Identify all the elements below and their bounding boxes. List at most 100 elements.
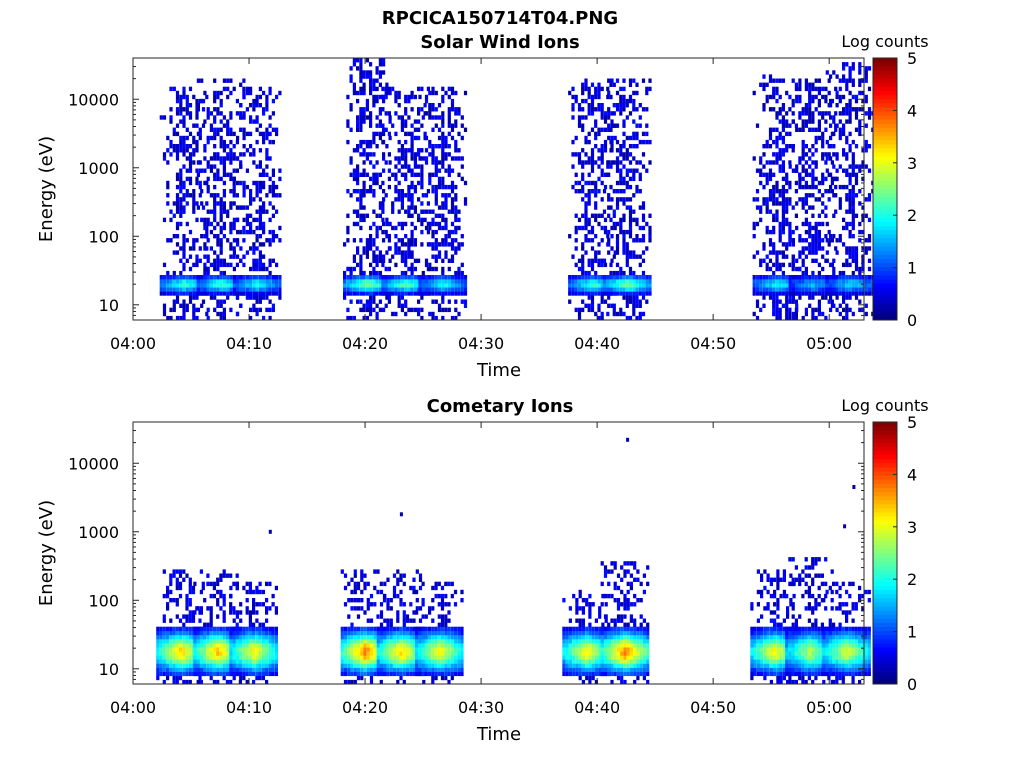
heatmap-cell — [851, 234, 855, 239]
heatmap-cell — [213, 279, 217, 284]
heatmap-cell — [203, 217, 207, 223]
heatmap-cell — [213, 283, 217, 288]
heatmap-cell — [454, 209, 458, 214]
heatmap-cell — [788, 315, 792, 321]
heatmap-cell — [375, 246, 379, 251]
heatmap-cell — [175, 581, 179, 587]
heatmap-cell — [434, 315, 438, 321]
heatmap-cell — [203, 279, 207, 284]
heatmap-cell — [778, 266, 782, 272]
heatmap-cell — [838, 119, 842, 124]
x-tick-label: 05:00 — [806, 334, 852, 353]
heatmap-cell — [265, 135, 269, 141]
heatmap-cell — [178, 647, 183, 652]
heatmap-cell — [363, 643, 367, 648]
heatmap-cell — [590, 246, 595, 251]
heatmap-cell — [175, 598, 179, 603]
heatmap-cell — [248, 630, 252, 636]
heatmap-cell — [581, 242, 585, 247]
heatmap-cell — [417, 299, 421, 304]
heatmap-cell — [428, 283, 432, 288]
heatmap-cell — [383, 659, 387, 664]
heatmap-cell — [625, 242, 629, 247]
heatmap-cell — [441, 119, 445, 124]
heatmap-cell — [804, 266, 808, 272]
heatmap-cell — [821, 254, 825, 259]
heatmap-cell — [814, 164, 818, 169]
heatmap-cell — [343, 643, 348, 648]
heatmap-cell — [352, 62, 356, 67]
heatmap-cell — [365, 107, 369, 112]
heatmap-cell — [178, 593, 183, 599]
heatmap-cell — [156, 651, 160, 656]
heatmap-cell — [229, 189, 233, 194]
heatmap-cell — [587, 270, 591, 276]
heatmap-cell — [590, 111, 595, 116]
heatmap-cell — [421, 209, 425, 214]
heatmap-cell — [762, 291, 766, 296]
heatmap-cell — [431, 90, 435, 96]
heatmap-cell — [340, 630, 344, 636]
heatmap-cell — [369, 283, 373, 288]
colorbar-swatch — [873, 131, 897, 137]
heatmap-cell — [594, 193, 598, 198]
heatmap-cell — [343, 283, 347, 288]
heatmap-cell — [811, 242, 815, 247]
heatmap-cell — [222, 667, 226, 672]
heatmap-cell — [219, 626, 223, 632]
heatmap-cell — [232, 643, 236, 648]
heatmap-cell — [274, 610, 278, 615]
heatmap-cell — [638, 291, 642, 296]
heatmap-cell — [762, 275, 766, 280]
heatmap-cell — [166, 184, 170, 190]
heatmap-cell — [195, 176, 199, 182]
heatmap-cell — [248, 659, 252, 664]
heatmap-cell — [372, 291, 376, 296]
heatmap-cell — [179, 205, 183, 210]
heatmap-cell — [359, 144, 363, 149]
heatmap-cell — [615, 160, 620, 165]
heatmap-cell — [265, 667, 269, 672]
heatmap-cell — [182, 663, 186, 668]
heatmap-cell — [609, 262, 613, 268]
heatmap-cell — [577, 266, 582, 272]
heatmap-cell — [255, 139, 259, 145]
heatmap-cell — [378, 107, 382, 112]
heatmap-cell — [200, 217, 204, 223]
colorbar-swatch — [873, 258, 897, 264]
heatmap-cell — [375, 78, 379, 83]
heatmap-cell — [349, 283, 353, 288]
heatmap-cell — [236, 311, 240, 317]
heatmap-cell — [169, 139, 173, 145]
heatmap-cell — [845, 111, 849, 116]
heatmap-cell — [835, 176, 839, 182]
heatmap-cell — [387, 279, 391, 284]
heatmap-cell — [271, 593, 275, 599]
heatmap-cell — [235, 614, 239, 619]
heatmap-cell — [347, 679, 351, 685]
heatmap-cell — [278, 90, 282, 96]
heatmap-cell — [205, 229, 209, 235]
heatmap-cell — [413, 287, 417, 292]
heatmap-cell — [239, 626, 243, 632]
heatmap-cell — [858, 201, 862, 206]
heatmap-cell — [615, 180, 620, 186]
heatmap-cell — [350, 630, 354, 636]
heatmap-cell — [159, 283, 163, 288]
heatmap-cell — [258, 655, 262, 660]
heatmap-cell — [363, 671, 367, 677]
heatmap-cell — [424, 193, 429, 198]
heatmap-cell — [817, 262, 821, 268]
heatmap-cell — [229, 647, 233, 652]
heatmap-cell — [222, 287, 226, 292]
heatmap-cell — [274, 647, 278, 652]
heatmap-cell — [830, 238, 834, 243]
heatmap-cell — [225, 651, 229, 656]
heatmap-cell — [369, 663, 374, 668]
heatmap-cell — [179, 139, 183, 145]
heatmap-cell — [431, 172, 435, 177]
heatmap-cell — [842, 299, 846, 304]
heatmap-cell — [375, 303, 379, 308]
heatmap-cell — [622, 103, 626, 108]
heatmap-cell — [235, 205, 239, 210]
